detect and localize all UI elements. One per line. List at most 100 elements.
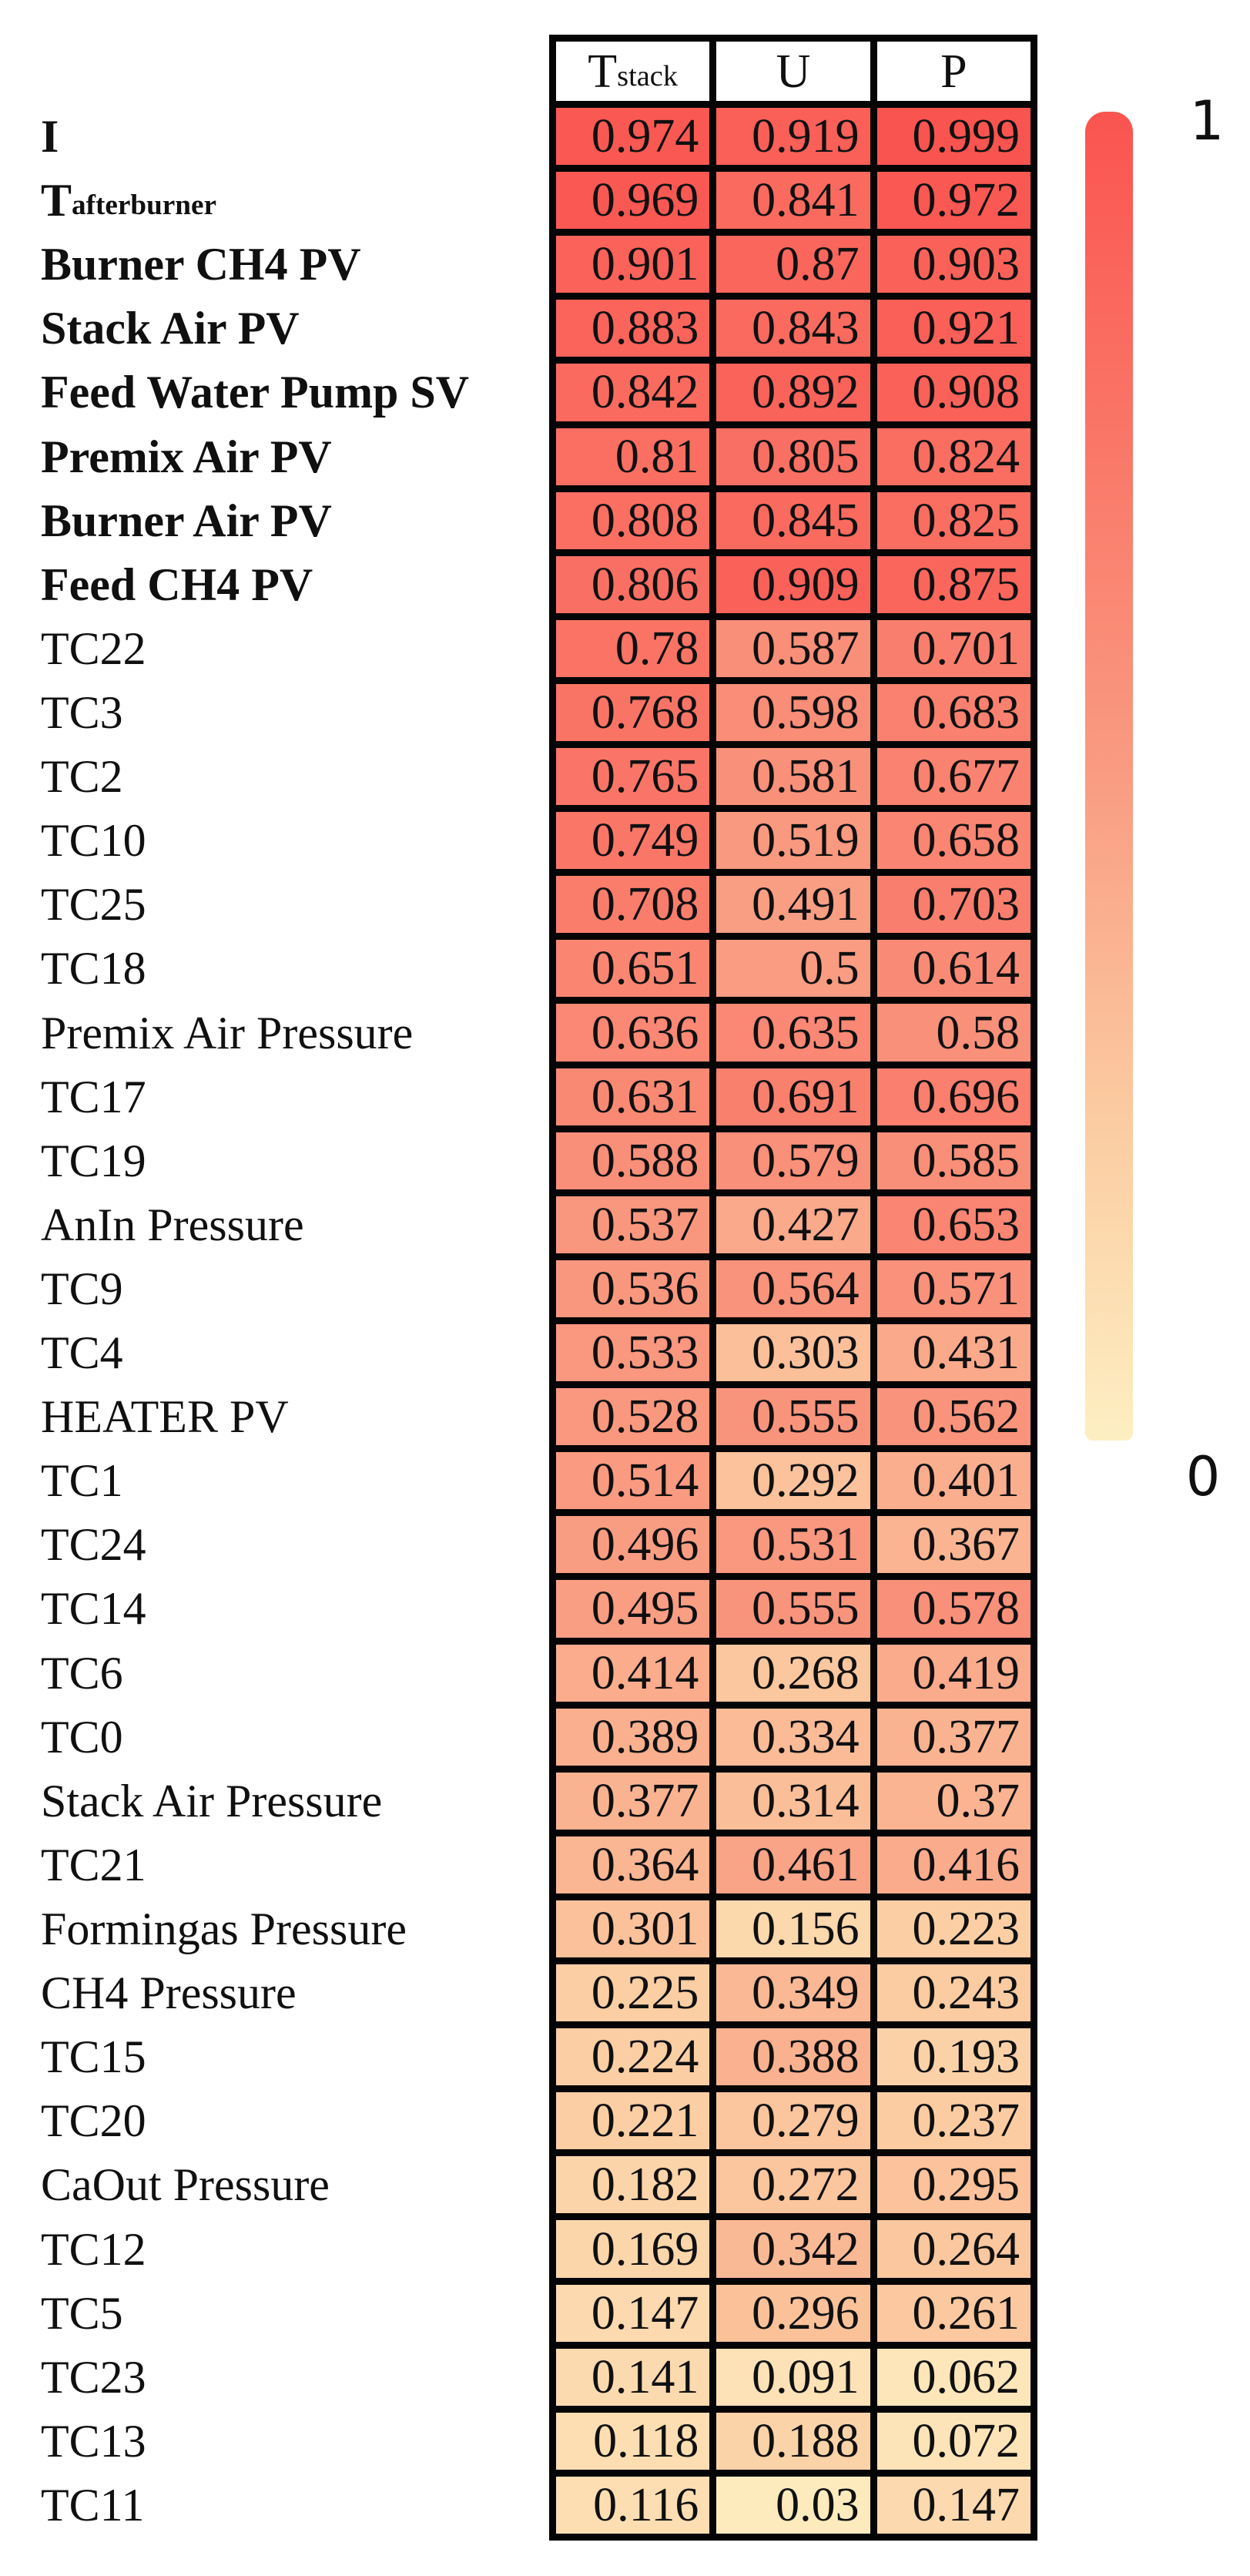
heatmap-cell: 0.653 (876, 1196, 1030, 1253)
row-label: TC11 (41, 2477, 545, 2534)
heatmap-cell: 0.999 (876, 108, 1030, 166)
heatmap-cell: 0.58 (876, 1004, 1030, 1062)
row-label: TC25 (41, 876, 545, 933)
heatmap-cell: 0.555 (716, 1388, 870, 1446)
label-text: TC14 (41, 1583, 146, 1635)
row-label: TC0 (41, 1709, 545, 1766)
label-text: HEATER PV (41, 1391, 289, 1443)
heatmap-cell: 0.571 (876, 1259, 1030, 1317)
heatmap-cell: 0.588 (556, 1132, 710, 1189)
heatmap-cell: 0.147 (556, 2284, 710, 2342)
heatmap-cell: 0.188 (716, 2412, 870, 2470)
heatmap-cell: 0.533 (556, 1323, 710, 1382)
label-text: TC11 (41, 2479, 145, 2531)
heatmap-cell: 0.825 (876, 491, 1030, 549)
label-text: Premix Air PV (41, 431, 332, 482)
heatmap-cell: 0.272 (716, 2156, 870, 2214)
label-subscript: afterburner (72, 190, 216, 222)
heatmap-cell: 0.519 (716, 812, 870, 870)
label-text: TC5 (41, 2287, 123, 2339)
row-label: TC10 (41, 812, 545, 869)
heatmap-cell: 0.414 (556, 1644, 710, 1702)
heatmap-cell: 0.651 (556, 940, 710, 998)
label-text: TC10 (41, 815, 146, 867)
heatmap-cell: 0.5 (716, 940, 870, 998)
heatmap-cell: 0.883 (556, 300, 710, 357)
label-text: U (776, 45, 811, 98)
heatmap-cell: 0.301 (556, 1900, 710, 1958)
heatmap-cell: 0.243 (876, 1964, 1030, 2022)
heatmap-cell: 0.578 (876, 1580, 1030, 1638)
colorbar-max-label: 1 (1189, 89, 1225, 153)
heatmap-cell: 0.514 (556, 1452, 710, 1510)
label-text: TC24 (41, 1519, 146, 1571)
heatmap-cell: 0.892 (716, 364, 870, 421)
row-label: Formingas Pressure (41, 1900, 545, 1957)
row-label: Premix Air Pressure (41, 1004, 545, 1061)
row-label: CH4 Pressure (41, 1964, 545, 2021)
heatmap-cell: 0.768 (556, 683, 710, 742)
heatmap-cell: 0.564 (716, 1259, 870, 1317)
colorbar-min-label: 0 (1185, 1445, 1221, 1508)
heatmap-cell: 0.909 (716, 555, 870, 613)
heatmap-cell: 0.364 (556, 1836, 710, 1893)
heatmap-cell: 0.156 (716, 1900, 870, 1958)
label-text: I (41, 111, 59, 163)
label-text: T (588, 45, 618, 98)
heatmap-cell: 0.696 (876, 1068, 1030, 1125)
heatmap-cell: 0.296 (716, 2284, 870, 2342)
row-label: TC20 (41, 2092, 545, 2149)
row-label: TC15 (41, 2028, 545, 2085)
heatmap-cell: 0.147 (876, 2476, 1030, 2534)
label-text: TC17 (41, 1071, 146, 1122)
heatmap-cell: 0.03 (716, 2476, 870, 2534)
heatmap-cell: 0.295 (876, 2156, 1030, 2214)
heatmap-cell: 0.658 (876, 812, 1030, 870)
heatmap-cell: 0.969 (556, 172, 710, 230)
row-label: TC9 (41, 1260, 545, 1317)
heatmap-cell: 0.805 (716, 428, 870, 485)
label-text: Feed Water Pump SV (41, 367, 470, 418)
heatmap-cell: 0.342 (716, 2220, 870, 2278)
colorbar (1085, 112, 1133, 1441)
row-label: TC17 (41, 1068, 545, 1125)
heatmap-cell: 0.37 (876, 1772, 1030, 1830)
heatmap-cell: 0.81 (556, 428, 710, 485)
heatmap-cell: 0.919 (716, 108, 870, 166)
label-text: TC19 (41, 1135, 146, 1186)
heatmap-cell: 0.701 (876, 619, 1030, 677)
heatmap-cell: 0.581 (716, 748, 870, 806)
heatmap-cell: 0.806 (556, 555, 710, 613)
heatmap-cell: 0.377 (876, 1708, 1030, 1766)
label-subscript: stack (617, 60, 679, 93)
heatmap-cell: 0.268 (716, 1644, 870, 1702)
heatmap-cell: 0.635 (716, 1004, 870, 1062)
heatmap-cell: 0.182 (556, 2156, 710, 2214)
label-text: TC6 (41, 1647, 123, 1699)
label-text: TC3 (41, 686, 123, 738)
label-text: TC15 (41, 2031, 146, 2083)
label-text: TC22 (41, 622, 146, 674)
label-text: TC18 (41, 943, 146, 995)
heatmap-cell: 0.528 (556, 1388, 710, 1446)
label-text: Burner Air PV (41, 495, 332, 546)
heatmap-cell: 0.765 (556, 748, 710, 806)
heatmap-cell: 0.367 (876, 1516, 1030, 1574)
heatmap-cell: 0.427 (716, 1196, 870, 1253)
label-text: TC20 (41, 2095, 146, 2147)
heatmap-cell: 0.279 (716, 2092, 870, 2150)
heatmap-cell: 0.141 (556, 2348, 710, 2406)
heatmap-cell: 0.314 (716, 1772, 870, 1830)
label-text: TC9 (41, 1263, 123, 1314)
label-text: AnIn Pressure (41, 1199, 304, 1250)
heatmap-cell: 0.903 (876, 236, 1030, 293)
row-label: HEATER PV (41, 1388, 545, 1445)
heatmap-cell: 0.972 (876, 172, 1030, 230)
heatmap-cell: 0.908 (876, 364, 1030, 421)
label-text: Stack Air Pressure (41, 1775, 383, 1826)
heatmap-cell: 0.419 (876, 1644, 1030, 1702)
label-text: TC25 (41, 879, 146, 931)
heatmap-cell: 0.169 (556, 2220, 710, 2278)
column-header-p: P (876, 42, 1030, 101)
